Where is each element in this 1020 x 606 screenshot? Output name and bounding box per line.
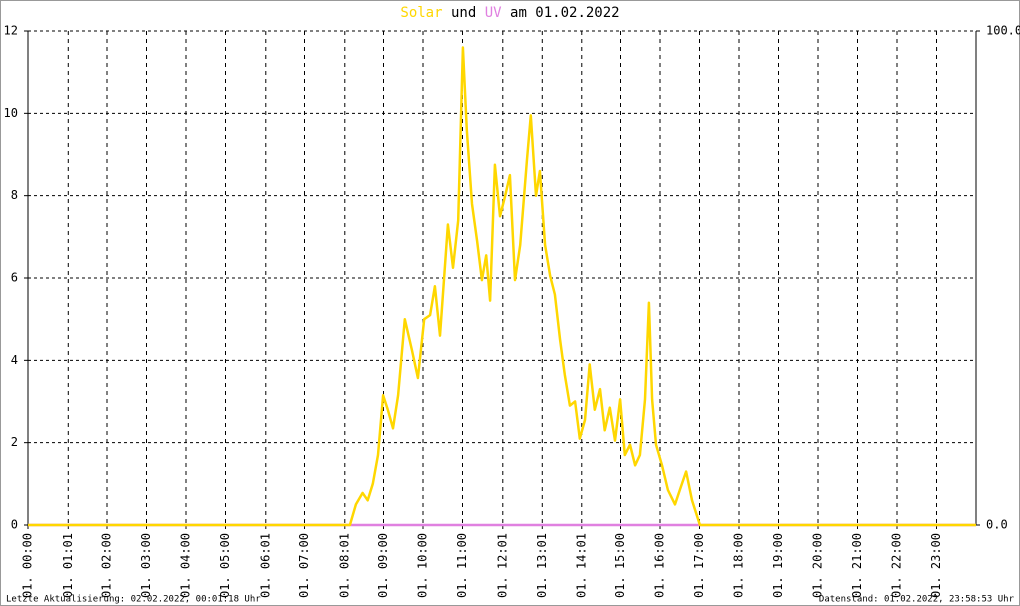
x-tick-label: 01. 22:00 [890,533,904,598]
x-tick-label: 01. 18:00 [732,533,746,598]
x-tick-label: 01. 21:00 [850,533,864,598]
x-tick-label: 01. 20:00 [811,533,825,598]
x-tick-label: 01. 16:00 [653,533,667,598]
x-tick-label: 01. 14:01 [574,533,588,598]
x-tick-label: 01. 23:00 [929,533,943,598]
y-tick-label: 6 [11,271,18,285]
title-joiner: und [451,5,476,21]
y2-tick-label: 100.0 [986,24,1020,38]
x-tick-label: 01. 19:00 [771,533,785,598]
x-tick-label: 01. 12:01 [495,533,509,598]
x-tick-label: 01. 08:01 [337,533,351,598]
x-tick-label: 01. 00:00 [21,533,35,598]
x-tick-label: 01. 01:01 [61,533,75,598]
x-tick-label: 01. 17:00 [692,533,706,598]
x-tick-label: 01. 09:00 [376,533,390,598]
title-suffix: am 01.02.2022 [510,5,620,21]
x-tick-label: 01. 06:01 [258,533,272,598]
x-tick-label: 01. 05:00 [218,533,232,598]
y-tick-label: 4 [11,353,18,367]
y2-tick-label: 0.0 [986,518,1008,532]
chart-title: Solar und UV am 01.02.2022 [400,5,619,21]
y-tick-label: 8 [11,188,18,202]
title-uv: UV [485,5,502,21]
x-tick-label: 01. 04:00 [179,533,193,598]
x-tick-label: 01. 11:00 [455,533,469,598]
x-tick-label: 01. 10:00 [416,533,430,598]
y-tick-label: 0 [11,518,18,532]
y-tick-label: 10 [4,106,18,120]
x-tick-label: 01. 02:00 [100,533,114,598]
x-tick-label: 01. 03:00 [139,533,153,598]
y-tick-label: 2 [11,435,18,449]
y-tick-label: 12 [4,24,18,38]
footer-right: Datenstand: 01.02.2022, 23:58:53 Uhr [819,595,1015,605]
x-tick-label: 01. 07:00 [297,533,311,598]
title-solar: Solar [400,5,442,21]
x-tick-label: 01. 15:00 [613,533,627,598]
x-tick-label: 01. 13:01 [535,533,549,598]
footer-left: Letzte Aktualisierung: 02.02.2022, 00:01… [6,595,261,605]
series-line [28,46,976,527]
